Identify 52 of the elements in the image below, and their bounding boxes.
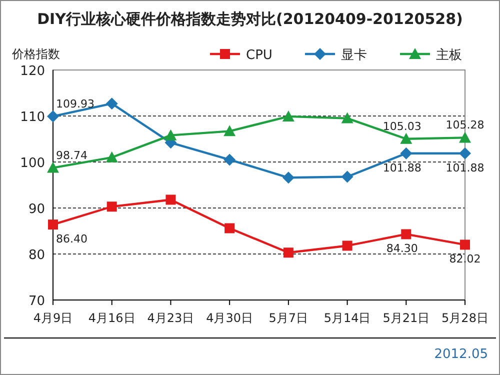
point [164, 129, 177, 140]
point [341, 112, 354, 124]
legend-label: 主板 [436, 47, 462, 63]
point [400, 147, 412, 160]
x-tick-label: 4月16日 [88, 311, 136, 325]
y-tick-label: 110 [20, 110, 45, 125]
data-label: 86.40 [56, 232, 88, 246]
data-label: 105.03 [382, 120, 422, 133]
data-label: 98.74 [56, 148, 88, 162]
x-tick-label: 4月23日 [147, 311, 194, 325]
point [341, 170, 354, 183]
point [47, 162, 59, 173]
point [106, 151, 118, 162]
y-tick-label: 120 [20, 64, 45, 79]
legend-label: 显卡 [341, 48, 367, 63]
point [224, 223, 235, 234]
point [401, 229, 412, 240]
data-label: 109.93 [56, 97, 94, 110]
point [460, 240, 470, 250]
point [106, 202, 117, 212]
point [224, 154, 236, 166]
point [283, 248, 294, 258]
point [400, 132, 412, 144]
point [282, 172, 294, 184]
point [106, 98, 118, 110]
x-tick-label: 5月14日 [324, 311, 371, 325]
text: 2012.05 [434, 347, 488, 362]
x-tick-label: 5月7日 [268, 311, 308, 325]
x-tick-label: 4月9日 [33, 311, 73, 325]
y-tick-label: 80 [28, 248, 45, 263]
y-tick-label: 70 [28, 294, 45, 309]
x-tick-label: 5月21日 [382, 311, 430, 325]
legend-label: CPU [246, 48, 272, 63]
point [459, 147, 471, 160]
data-label: 84.30 [386, 242, 418, 256]
point [459, 132, 471, 143]
chart-title: DIY行业核心硬件价格指数走势对比(20120409-20120528) [37, 10, 463, 28]
data-label: 101.88 [446, 161, 484, 174]
data-label: 105.28 [446, 118, 484, 132]
x-tick-label: 5月28日 [442, 311, 488, 325]
point [166, 194, 176, 205]
point [282, 110, 294, 122]
point [47, 110, 59, 122]
point [48, 220, 58, 230]
point [342, 240, 352, 251]
y-tick-label: 90 [28, 202, 45, 217]
point [224, 125, 236, 136]
data-label: 101.88 [382, 161, 422, 174]
x-tick-label: 4月30日 [206, 311, 254, 325]
y-tick-label: 100 [20, 156, 45, 171]
y-axis-title: 价格指数 [11, 47, 60, 61]
data-label: 82.02 [449, 252, 481, 266]
